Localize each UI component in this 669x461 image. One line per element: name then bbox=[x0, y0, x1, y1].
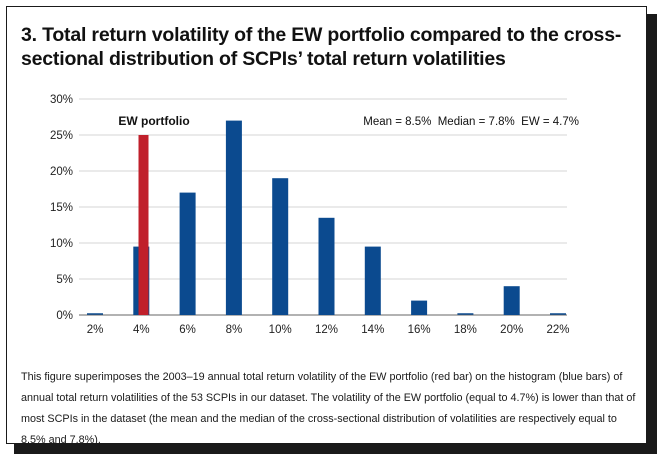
y-tick-label: 10% bbox=[50, 238, 73, 250]
x-tick-label: 2% bbox=[87, 324, 104, 336]
histogram-bar bbox=[364, 246, 381, 315]
x-tick-label: 6% bbox=[179, 324, 196, 336]
histogram-bar bbox=[179, 192, 196, 315]
figure-caption: This figure superimposes the 2003–19 ann… bbox=[21, 371, 636, 446]
y-tick-label: 20% bbox=[50, 166, 73, 178]
x-tick-label: 16% bbox=[408, 324, 431, 336]
histogram-bar bbox=[503, 286, 520, 315]
y-tick-label: 15% bbox=[50, 202, 73, 214]
histogram-bar bbox=[318, 217, 335, 315]
x-tick-label: 8% bbox=[226, 324, 243, 336]
x-tick-label: 10% bbox=[269, 324, 292, 336]
histogram-bar bbox=[225, 120, 242, 315]
y-tick-label: 0% bbox=[56, 310, 73, 322]
figure-card: 3. Total return volatility of the EW por… bbox=[6, 6, 647, 446]
histogram-bar bbox=[411, 300, 428, 315]
x-tick-labels: 2% 4% 6% 8% 10% 12% 14% 16% 18% 20% 22% bbox=[87, 324, 570, 336]
x-tick-label: 14% bbox=[361, 324, 384, 336]
bars bbox=[87, 120, 566, 315]
histogram-bar bbox=[272, 178, 289, 315]
ew-portfolio-annotation: EW portfolio bbox=[118, 114, 189, 128]
y-tick-label: 30% bbox=[50, 94, 73, 106]
y-tick-label: 5% bbox=[56, 274, 73, 286]
x-tick-label: 20% bbox=[500, 324, 523, 336]
y-tick-labels: 0% 5% 10% 15% 20% 25% 30% bbox=[50, 94, 73, 322]
x-tick-label: 22% bbox=[546, 324, 569, 336]
figure-title: 3. Total return volatility of the EW por… bbox=[21, 24, 622, 70]
histogram-chart: 0% 5% 10% 15% 20% 25% 30% 2% 4% 6% 8% 10% 12% 14% 16%… bbox=[50, 94, 579, 336]
x-tick-label: 18% bbox=[454, 324, 477, 336]
summary-stats: Mean = 8.5% Median = 7.8% EW = 4.7% bbox=[363, 116, 579, 128]
y-tick-label: 25% bbox=[50, 130, 73, 142]
ew-portfolio-bar bbox=[138, 135, 149, 315]
x-tick-label: 4% bbox=[133, 324, 150, 336]
x-tick-label: 12% bbox=[315, 324, 338, 336]
